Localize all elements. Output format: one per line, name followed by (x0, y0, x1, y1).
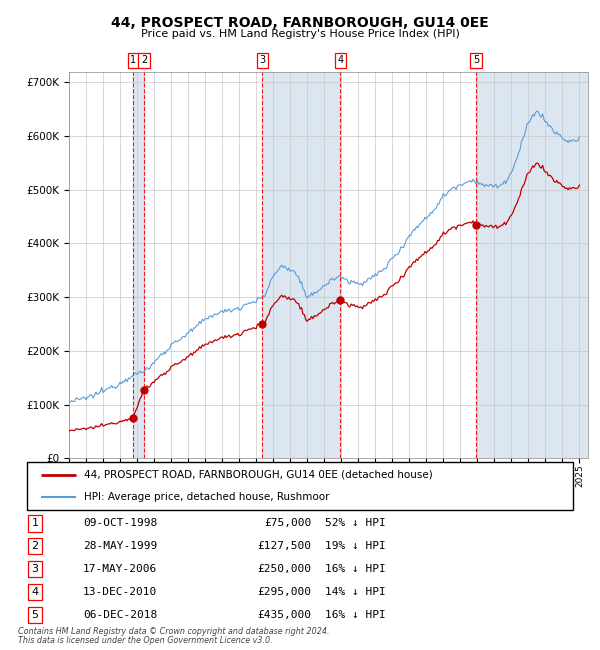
Point (139, 385, 149, 395)
Text: £75,000: £75,000 (264, 519, 311, 528)
Text: 44, PROSPECT ROAD, FARNBOROUGH, GU14 0EE (detached house): 44, PROSPECT ROAD, FARNBOROUGH, GU14 0EE… (85, 470, 433, 480)
Point (471, 220, 481, 230)
Point (257, 318, 267, 329)
Text: £435,000: £435,000 (257, 610, 311, 620)
Bar (262, 72, 340, 458)
Text: 2: 2 (141, 55, 147, 66)
Text: 3: 3 (259, 55, 266, 66)
Text: Contains HM Land Registry data © Crown copyright and database right 2024.: Contains HM Land Registry data © Crown c… (18, 627, 329, 636)
Text: £127,500: £127,500 (257, 541, 311, 551)
Text: HPI: Average price, detached house, Rushmoor: HPI: Average price, detached house, Rush… (85, 492, 330, 502)
Point (335, 294, 345, 305)
Text: 14% ↓ HPI: 14% ↓ HPI (325, 587, 386, 597)
Text: 1: 1 (31, 519, 38, 528)
Text: 17-MAY-2006: 17-MAY-2006 (83, 564, 157, 574)
Text: 5: 5 (31, 610, 38, 620)
Text: 06-DEC-2018: 06-DEC-2018 (83, 610, 157, 620)
Bar (133, 72, 144, 458)
Text: Price paid vs. HM Land Registry's House Price Index (HPI): Price paid vs. HM Land Registry's House … (140, 29, 460, 39)
Text: 4: 4 (337, 55, 343, 66)
Text: 1: 1 (130, 55, 136, 66)
Bar (476, 72, 588, 458)
Text: 16% ↓ HPI: 16% ↓ HPI (325, 610, 386, 620)
Text: 44, PROSPECT ROAD, FARNBOROUGH, GU14 0EE: 44, PROSPECT ROAD, FARNBOROUGH, GU14 0EE (111, 16, 489, 31)
Text: 2: 2 (31, 541, 38, 551)
Text: This data is licensed under the Open Government Licence v3.0.: This data is licensed under the Open Gov… (18, 636, 272, 645)
Text: 19% ↓ HPI: 19% ↓ HPI (325, 541, 386, 551)
Text: 4: 4 (31, 587, 38, 597)
Text: 16% ↓ HPI: 16% ↓ HPI (325, 564, 386, 574)
Text: 5: 5 (473, 55, 479, 66)
Point (128, 413, 138, 423)
Text: 09-OCT-1998: 09-OCT-1998 (83, 519, 157, 528)
Text: 3: 3 (31, 564, 38, 574)
Text: £250,000: £250,000 (257, 564, 311, 574)
Text: £295,000: £295,000 (257, 587, 311, 597)
Text: 13-DEC-2010: 13-DEC-2010 (83, 587, 157, 597)
Text: 28-MAY-1999: 28-MAY-1999 (83, 541, 157, 551)
Text: 52% ↓ HPI: 52% ↓ HPI (325, 519, 386, 528)
